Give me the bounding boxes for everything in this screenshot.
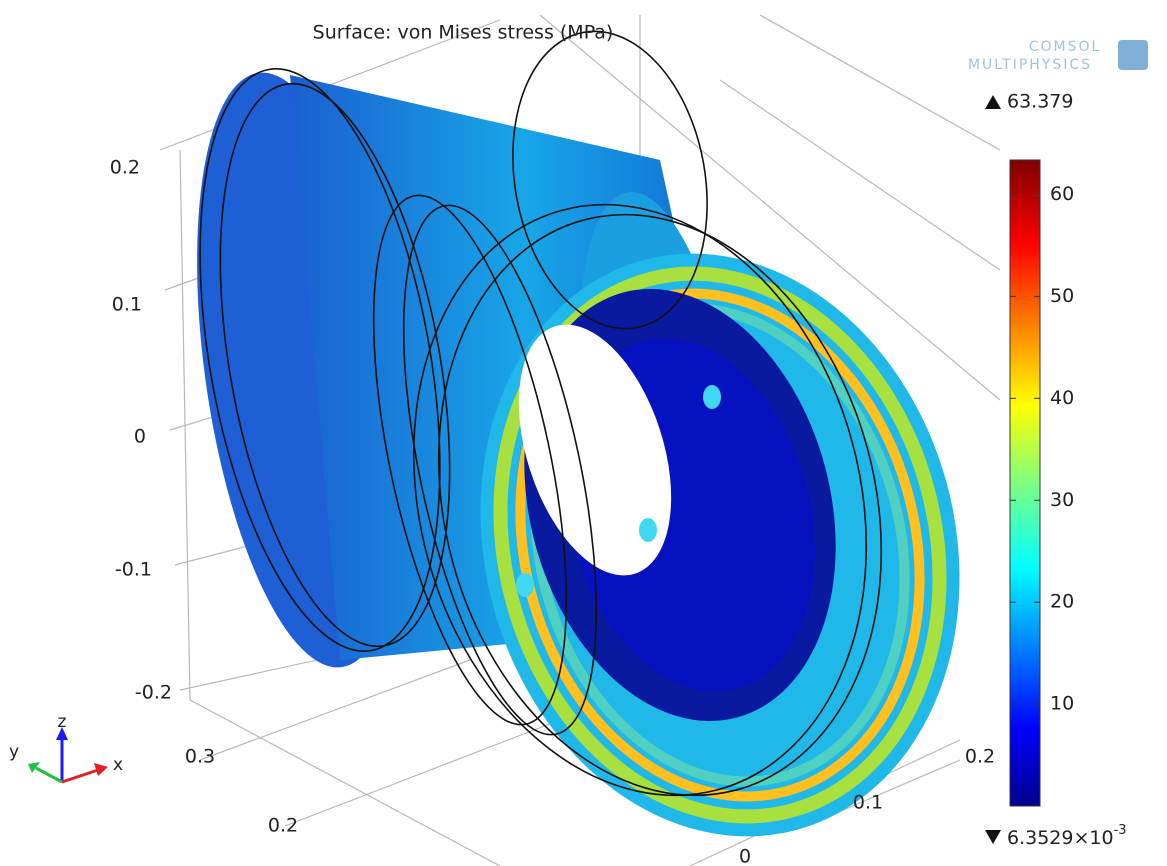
color-bar (1010, 160, 1040, 806)
min-mantissa: 6.3529×10 (1007, 827, 1114, 849)
wheel-model (160, 16, 1023, 866)
axis-tick-label: 0 (134, 426, 146, 448)
axis-tick-label: 0.2 (110, 157, 140, 179)
max-marker (985, 95, 1001, 109)
axis-tick-label: 0.3 (185, 746, 215, 768)
logo-text: COMSOL (1029, 39, 1102, 55)
tick-label: 30 (1050, 489, 1074, 511)
min-marker (985, 830, 1001, 844)
axis-tick-label: -0.2 (135, 682, 172, 704)
plot-title: Surface: von Mises stress (MPa) (313, 22, 614, 44)
tick-label: 10 (1050, 693, 1074, 715)
max-label: 63.379 (1007, 91, 1073, 113)
triad: z x y (9, 712, 123, 782)
axis-tick-label: 0.2 (965, 746, 995, 768)
axis-tick-label: 0.1 (853, 792, 883, 814)
triad-label: y (9, 742, 19, 762)
min-exponent: -3 (1114, 823, 1127, 838)
tick-label: 50 (1050, 285, 1074, 307)
tick-label: 40 (1050, 387, 1074, 409)
tick-label: 20 (1050, 591, 1074, 613)
triad-label: x (113, 755, 123, 775)
logo-icon (1118, 40, 1148, 70)
axis-tick-label: 0.2 (268, 815, 298, 837)
axis-tick-label: 0 (739, 846, 751, 866)
min-label: 6.3529×10-3 (1007, 823, 1127, 849)
axis-tick-label: -0.1 (115, 559, 152, 581)
logo-text: MULTIPHYSICS (968, 57, 1092, 73)
color-legend: 63.379 6.3529×10-3 10 20 30 40 50 60 (985, 91, 1127, 849)
tick-label: 60 (1050, 183, 1074, 205)
logo: COMSOL MULTIPHYSICS (968, 39, 1148, 73)
graphics-window: Surface: von Mises stress (MPa) COMSOL M… (0, 0, 1167, 866)
axis-tick-label: 0.1 (112, 294, 142, 316)
triad-label: z (58, 712, 67, 732)
